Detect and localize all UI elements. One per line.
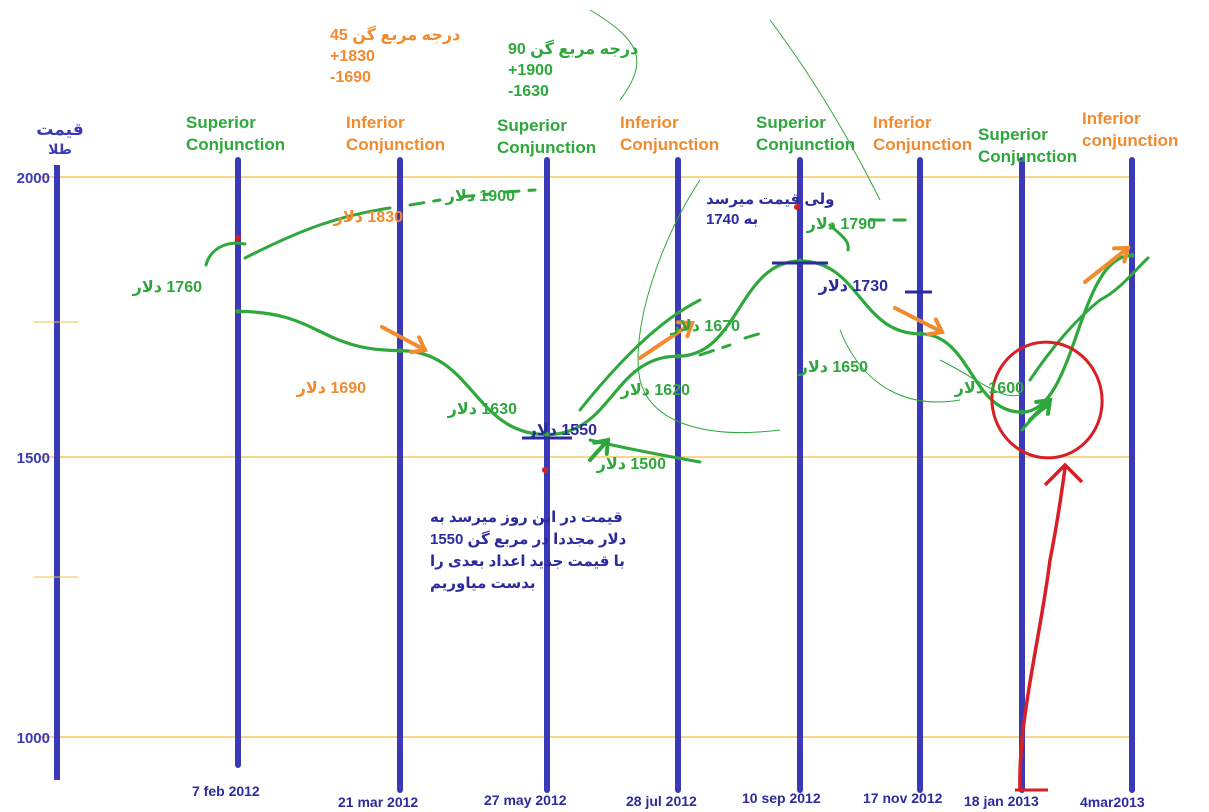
- y-tick-label-1000: 1000: [17, 730, 50, 747]
- event-date-8: 4mar2013: [1080, 794, 1145, 810]
- orange-arrow-4: [1083, 246, 1130, 284]
- price-axis: 2000 1500 1000 قیمت طلا: [17, 120, 84, 780]
- orange-arrow-1-head: [409, 335, 428, 355]
- price-point-4: [675, 353, 681, 359]
- price-label-1550: 1550 دلار: [527, 422, 597, 439]
- orange-arrow-4-head: [1112, 245, 1131, 264]
- red-dot-1: [235, 235, 241, 241]
- guide-line-2: [769, 19, 881, 201]
- gridlines: [40, 176, 1135, 738]
- price-path-extra-4: [578, 298, 702, 412]
- red-circle: [990, 340, 1104, 460]
- event-label-4-line2: Conjunction: [620, 135, 719, 154]
- red-arrow-shaft: [1018, 466, 1067, 792]
- annotation-4-line-1: قیمت در این روز میرسد به: [430, 509, 623, 526]
- guide-line-3: [637, 179, 781, 433]
- event-label-1-line2: Conjunction: [186, 135, 285, 154]
- guide-line-1: [589, 9, 638, 101]
- price-label-1630: 1630 دلار: [447, 401, 517, 418]
- event-label-5-line1: Superior: [756, 113, 826, 132]
- event-label-5-line2: Conjunction: [756, 135, 855, 154]
- guide-line-5: [939, 359, 1021, 397]
- price-label-1600: 1600 دلار: [954, 380, 1024, 397]
- event-label-1-line1: Superior: [186, 113, 256, 132]
- price-path-extra-3: [408, 188, 537, 207]
- price-path-extra-5: [698, 330, 767, 357]
- event-label-6-line1: Inferior: [873, 113, 932, 132]
- event-date-7: 18 jan 2013: [964, 793, 1039, 809]
- y-axis-label-line1: قیمت: [36, 120, 83, 139]
- green-arrow-2-head: [592, 437, 611, 456]
- event-label-4-line1: Inferior: [620, 113, 679, 132]
- event-label-2-line1: Inferior: [346, 113, 405, 132]
- event-label-7-line2: Conjunction: [978, 147, 1077, 166]
- event-label-3-line1: Superior: [497, 116, 567, 135]
- red-dot-2: [542, 467, 548, 473]
- event-date-1: 7 feb 2012: [192, 783, 260, 799]
- annotation-1-line-2: +1830: [330, 48, 375, 65]
- annotation-2-line-3: -1630: [508, 83, 549, 100]
- annotation-1-line-3: -1690: [330, 69, 371, 86]
- price-label-1900: 1900 دلار: [445, 188, 515, 205]
- price-point-1: [235, 308, 241, 314]
- annotation-2-line-1: 90 درجه مربع گن: [508, 39, 638, 58]
- y-axis-label-line2: طلا: [48, 141, 72, 157]
- annotation-4-line-3: با قیمت جدید اعداد بعدی را: [430, 553, 625, 570]
- green-arrow-1-head: [1034, 397, 1053, 416]
- price-label-1500: 1500 دلار: [596, 456, 666, 473]
- event-label-3-line2: Conjunction: [497, 138, 596, 157]
- price-point-8: [1129, 252, 1135, 258]
- price-label-1670: 1670 دلار: [670, 318, 740, 335]
- red-arrow-head: [1043, 462, 1084, 487]
- orange-arrow-3-head: [926, 317, 945, 337]
- event-date-6: 17 nov 2012: [863, 790, 943, 806]
- annotation-1-line-1: 45 درجه مربع گن: [330, 25, 460, 44]
- event-lines: [235, 157, 1135, 793]
- event-date-4: 28 jul 2012: [626, 793, 697, 809]
- markers: [235, 204, 1131, 792]
- orange-arrow-2-head: [676, 320, 695, 339]
- annotation-4-line-4: بدست میاوریم: [430, 575, 536, 592]
- guide-line-4: [839, 329, 961, 403]
- labels: Superior Conjunction 7 feb 2012 Inferior Con…: [132, 25, 1179, 810]
- annotation-4-line-2: 1550 دلار مجددا در مربع گن: [430, 530, 627, 548]
- event-label-8-line2: conjunction: [1082, 131, 1178, 150]
- price-point-6: [917, 331, 923, 337]
- green-arrow-1: [1028, 398, 1052, 422]
- event-label-2-line2: Conjunction: [346, 135, 445, 154]
- event-date-3: 27 may 2012: [484, 792, 567, 808]
- orange-arrow-1: [380, 325, 427, 352]
- event-label-6-line2: Conjunction: [873, 135, 972, 154]
- y-tick-label-1500: 1500: [17, 450, 50, 467]
- price-label-1790: 1790 دلار: [806, 216, 876, 233]
- price-label-1830: 1830 دلار: [333, 209, 403, 226]
- price-path-extra-6: [828, 223, 850, 252]
- red-dot-3: [794, 204, 800, 210]
- y-tick-label-2000: 2000: [17, 170, 50, 187]
- price-path-extra-1: [204, 241, 247, 267]
- price-path-main: [236, 253, 1134, 437]
- price-label-1760: 1760 دلار: [132, 279, 202, 296]
- price-point-3: [544, 432, 550, 438]
- orange-arrow-3: [893, 306, 944, 334]
- price-path-extra-9: [1028, 256, 1150, 382]
- price-label-1620: 1620 دلار: [620, 382, 690, 399]
- price-label-1650: 1650 دلار: [798, 359, 868, 376]
- price-label-1690: 1690 دلار: [296, 380, 366, 397]
- price-point-7: [1019, 409, 1025, 415]
- price-point-2: [397, 348, 403, 354]
- orange-arrow-2: [638, 321, 694, 360]
- annotation-2-line-2: +1900: [508, 62, 553, 79]
- annotation-3-line-2: به 1740: [706, 211, 758, 228]
- event-date-2: 21 mar 2012: [338, 794, 418, 810]
- price-path-extra-2: [243, 206, 392, 260]
- event-date-5: 10 sep 2012: [742, 790, 821, 806]
- event-label-7-line1: Superior: [978, 125, 1048, 144]
- event-label-8-line1: Inferior: [1082, 109, 1141, 128]
- green-arrow-2: [588, 438, 610, 462]
- annotation-3-line-1: ولی قیمت میرسد: [706, 191, 835, 208]
- price-label-1730: 1730 دلار: [818, 278, 888, 295]
